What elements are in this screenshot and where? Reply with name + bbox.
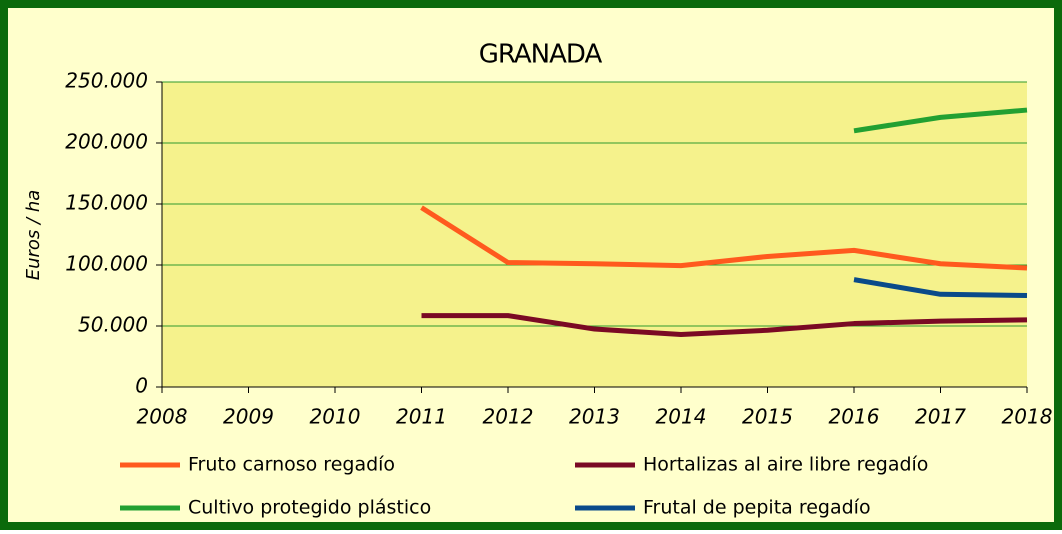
x-tick-label: 2014 [656,405,707,429]
y-tick-label: 250.000 [65,69,148,93]
y-tick-label: 50.000 [78,313,148,337]
y-tick-label: 150.000 [65,191,148,215]
series-line [853,107,1028,134]
x-tick-label: 2009 [223,405,274,429]
series-line [420,205,1028,271]
y-tick-label: 0 [135,374,148,398]
series-line [421,313,1028,338]
legend-label: Frutal de pepita regadío [643,497,871,519]
x-tick-label: 2013 [569,405,620,429]
legend-label: Hortalizas al aire libre regadío [643,454,928,476]
legend-label: Fruto carnoso regadío [188,454,395,476]
x-tick-label: 2008 [137,405,188,429]
series-line [853,277,1028,298]
legend-label: Cultivo protegido plástico [188,497,431,519]
chart-title: GRANADA [479,40,603,70]
x-tick-label: 2015 [742,405,793,429]
x-tick-label: 2010 [310,405,361,429]
y-tick-label: 200.000 [65,130,148,154]
y-tick-label: 100.000 [65,252,148,276]
x-tick-label: 2016 [829,405,880,429]
x-tick-label: 2018 [1002,405,1053,429]
y-axis-label: Euros / ha [23,190,44,281]
x-tick-label: 2012 [483,405,534,429]
x-tick-label: 2011 [396,405,447,429]
plot-area [162,82,1027,387]
x-tick-label: 2017 [915,405,966,429]
